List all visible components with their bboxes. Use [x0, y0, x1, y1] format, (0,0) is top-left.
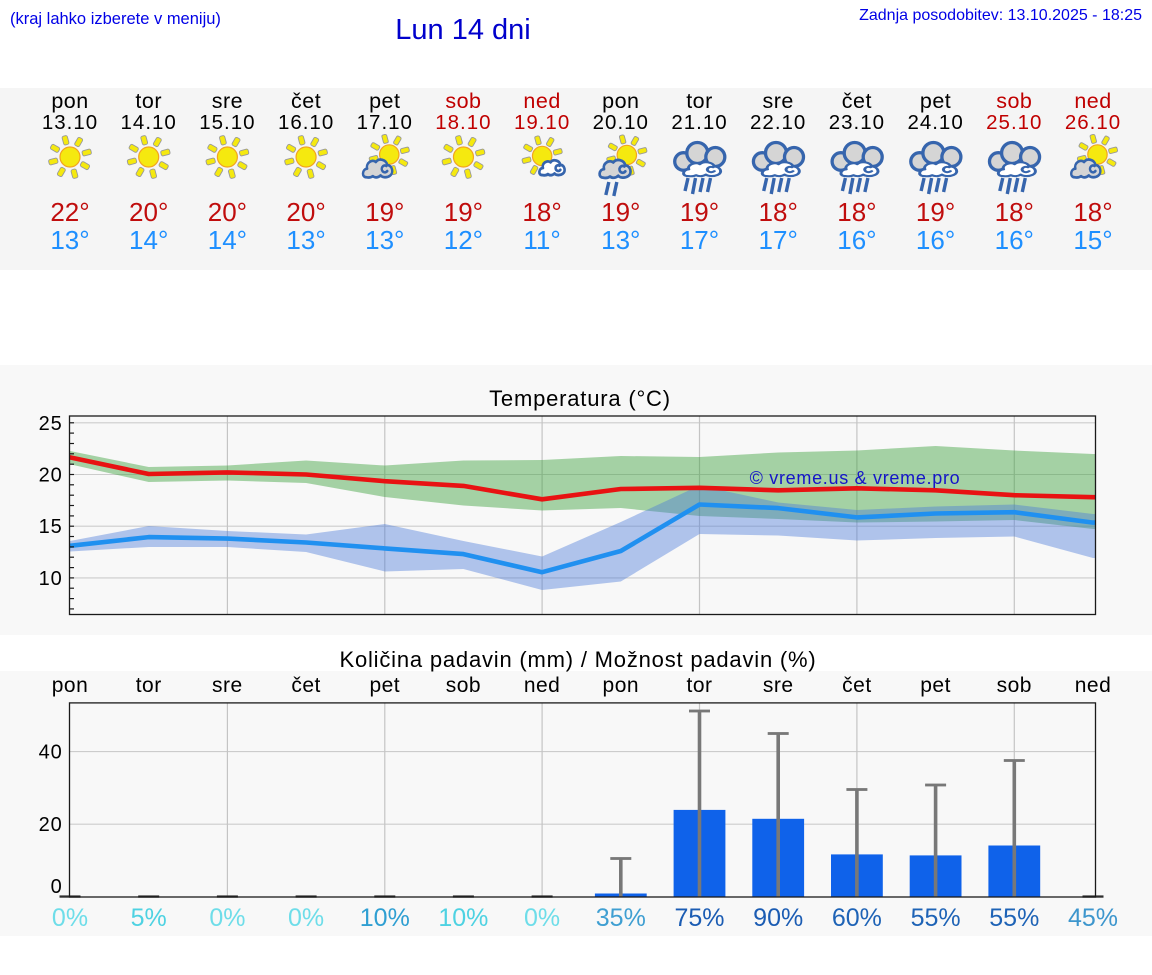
svg-text:55%: 55% [989, 904, 1039, 932]
svg-text:0: 0 [51, 876, 63, 898]
svg-text:0%: 0% [209, 904, 245, 932]
svg-text:20.10: 20.10 [593, 111, 649, 134]
svg-text:18°: 18° [1073, 197, 1112, 227]
svg-text:13°: 13° [365, 225, 404, 255]
svg-text:0%: 0% [288, 904, 324, 932]
svg-text:sob: sob [446, 674, 481, 697]
svg-text:13°: 13° [50, 225, 89, 255]
svg-text:12°: 12° [444, 225, 483, 255]
svg-text:sob: sob [996, 89, 1032, 113]
svg-text:16°: 16° [995, 225, 1034, 255]
svg-text:18°: 18° [759, 197, 798, 227]
svg-text:18°: 18° [522, 197, 561, 227]
svg-text:19°: 19° [444, 197, 483, 227]
svg-text:ned: ned [1074, 89, 1111, 113]
svg-text:pet: pet [369, 674, 400, 697]
svg-text:21.10: 21.10 [671, 111, 727, 134]
svg-text:20: 20 [39, 465, 63, 487]
svg-text:pon: pon [52, 674, 89, 697]
svg-text:60%: 60% [832, 904, 882, 932]
svg-text:sre: sre [212, 674, 243, 697]
svg-text:sre: sre [763, 89, 794, 113]
svg-text:24.10: 24.10 [907, 111, 963, 134]
svg-text:17°: 17° [680, 225, 719, 255]
svg-text:© vreme.us & vreme.pro: © vreme.us & vreme.pro [750, 468, 961, 488]
svg-text:sob: sob [997, 674, 1032, 697]
svg-text:pet: pet [920, 89, 951, 113]
svg-text:14.10: 14.10 [121, 111, 177, 134]
svg-text:15.10: 15.10 [199, 111, 255, 134]
svg-text:5%: 5% [131, 904, 167, 932]
svg-text:sob: sob [445, 89, 481, 113]
svg-text:13°: 13° [601, 225, 640, 255]
svg-text:20°: 20° [129, 197, 168, 227]
svg-text:pon: pon [51, 89, 88, 113]
svg-text:19°: 19° [916, 197, 955, 227]
svg-text:23.10: 23.10 [829, 111, 885, 134]
svg-text:20: 20 [39, 814, 63, 836]
svg-text:tor: tor [686, 674, 712, 697]
svg-text:tor: tor [686, 89, 713, 113]
svg-text:55%: 55% [911, 904, 961, 932]
svg-text:16°: 16° [837, 225, 876, 255]
svg-text:18.10: 18.10 [435, 111, 491, 134]
svg-text:75%: 75% [674, 904, 724, 932]
svg-text:pet: pet [369, 89, 400, 113]
svg-text:ned: ned [1075, 674, 1112, 697]
svg-text:19°: 19° [601, 197, 640, 227]
svg-text:Temperatura (°C): Temperatura (°C) [489, 386, 671, 411]
svg-text:ned: ned [524, 674, 561, 697]
svg-text:40: 40 [39, 742, 63, 764]
svg-text:pon: pon [603, 674, 640, 697]
svg-text:18°: 18° [995, 197, 1034, 227]
svg-text:15: 15 [39, 516, 63, 538]
svg-text:ned: ned [523, 89, 560, 113]
svg-text:11°: 11° [523, 225, 560, 255]
svg-text:35%: 35% [596, 904, 646, 932]
svg-text:pon: pon [602, 89, 639, 113]
svg-text:17°: 17° [759, 225, 798, 255]
svg-text:18°: 18° [837, 197, 876, 227]
svg-text:25.10: 25.10 [986, 111, 1042, 134]
svg-text:25: 25 [39, 413, 63, 435]
svg-text:22°: 22° [50, 197, 89, 227]
svg-text:22.10: 22.10 [750, 111, 806, 134]
svg-text:0%: 0% [52, 904, 88, 932]
svg-text:16°: 16° [916, 225, 955, 255]
svg-text:13.10: 13.10 [42, 111, 98, 134]
svg-text:tor: tor [135, 89, 162, 113]
svg-text:Količina padavin (mm) / Možnos: Količina padavin (mm) / Možnost padavin … [339, 647, 816, 672]
svg-text:čet: čet [842, 674, 872, 697]
svg-text:čet: čet [842, 89, 872, 113]
svg-text:0%: 0% [524, 904, 560, 932]
svg-text:26.10: 26.10 [1065, 111, 1121, 134]
svg-text:13°: 13° [286, 225, 325, 255]
svg-text:sre: sre [763, 674, 794, 697]
svg-text:15°: 15° [1073, 225, 1112, 255]
svg-text:14°: 14° [208, 225, 247, 255]
svg-text:45%: 45% [1068, 904, 1118, 932]
svg-text:čet: čet [291, 89, 321, 113]
svg-text:90%: 90% [753, 904, 803, 932]
svg-text:19°: 19° [365, 197, 404, 227]
svg-text:10: 10 [39, 568, 63, 590]
svg-text:čet: čet [291, 674, 321, 697]
svg-text:19°: 19° [680, 197, 719, 227]
svg-text:pet: pet [920, 674, 951, 697]
svg-text:14°: 14° [129, 225, 168, 255]
svg-text:17.10: 17.10 [357, 111, 413, 134]
svg-text:tor: tor [136, 674, 162, 697]
svg-text:16.10: 16.10 [278, 111, 334, 134]
svg-text:10%: 10% [360, 904, 410, 932]
svg-text:20°: 20° [208, 197, 247, 227]
svg-text:10%: 10% [438, 904, 488, 932]
svg-text:20°: 20° [286, 197, 325, 227]
svg-text:sre: sre [212, 89, 243, 113]
svg-text:19.10: 19.10 [514, 111, 570, 134]
